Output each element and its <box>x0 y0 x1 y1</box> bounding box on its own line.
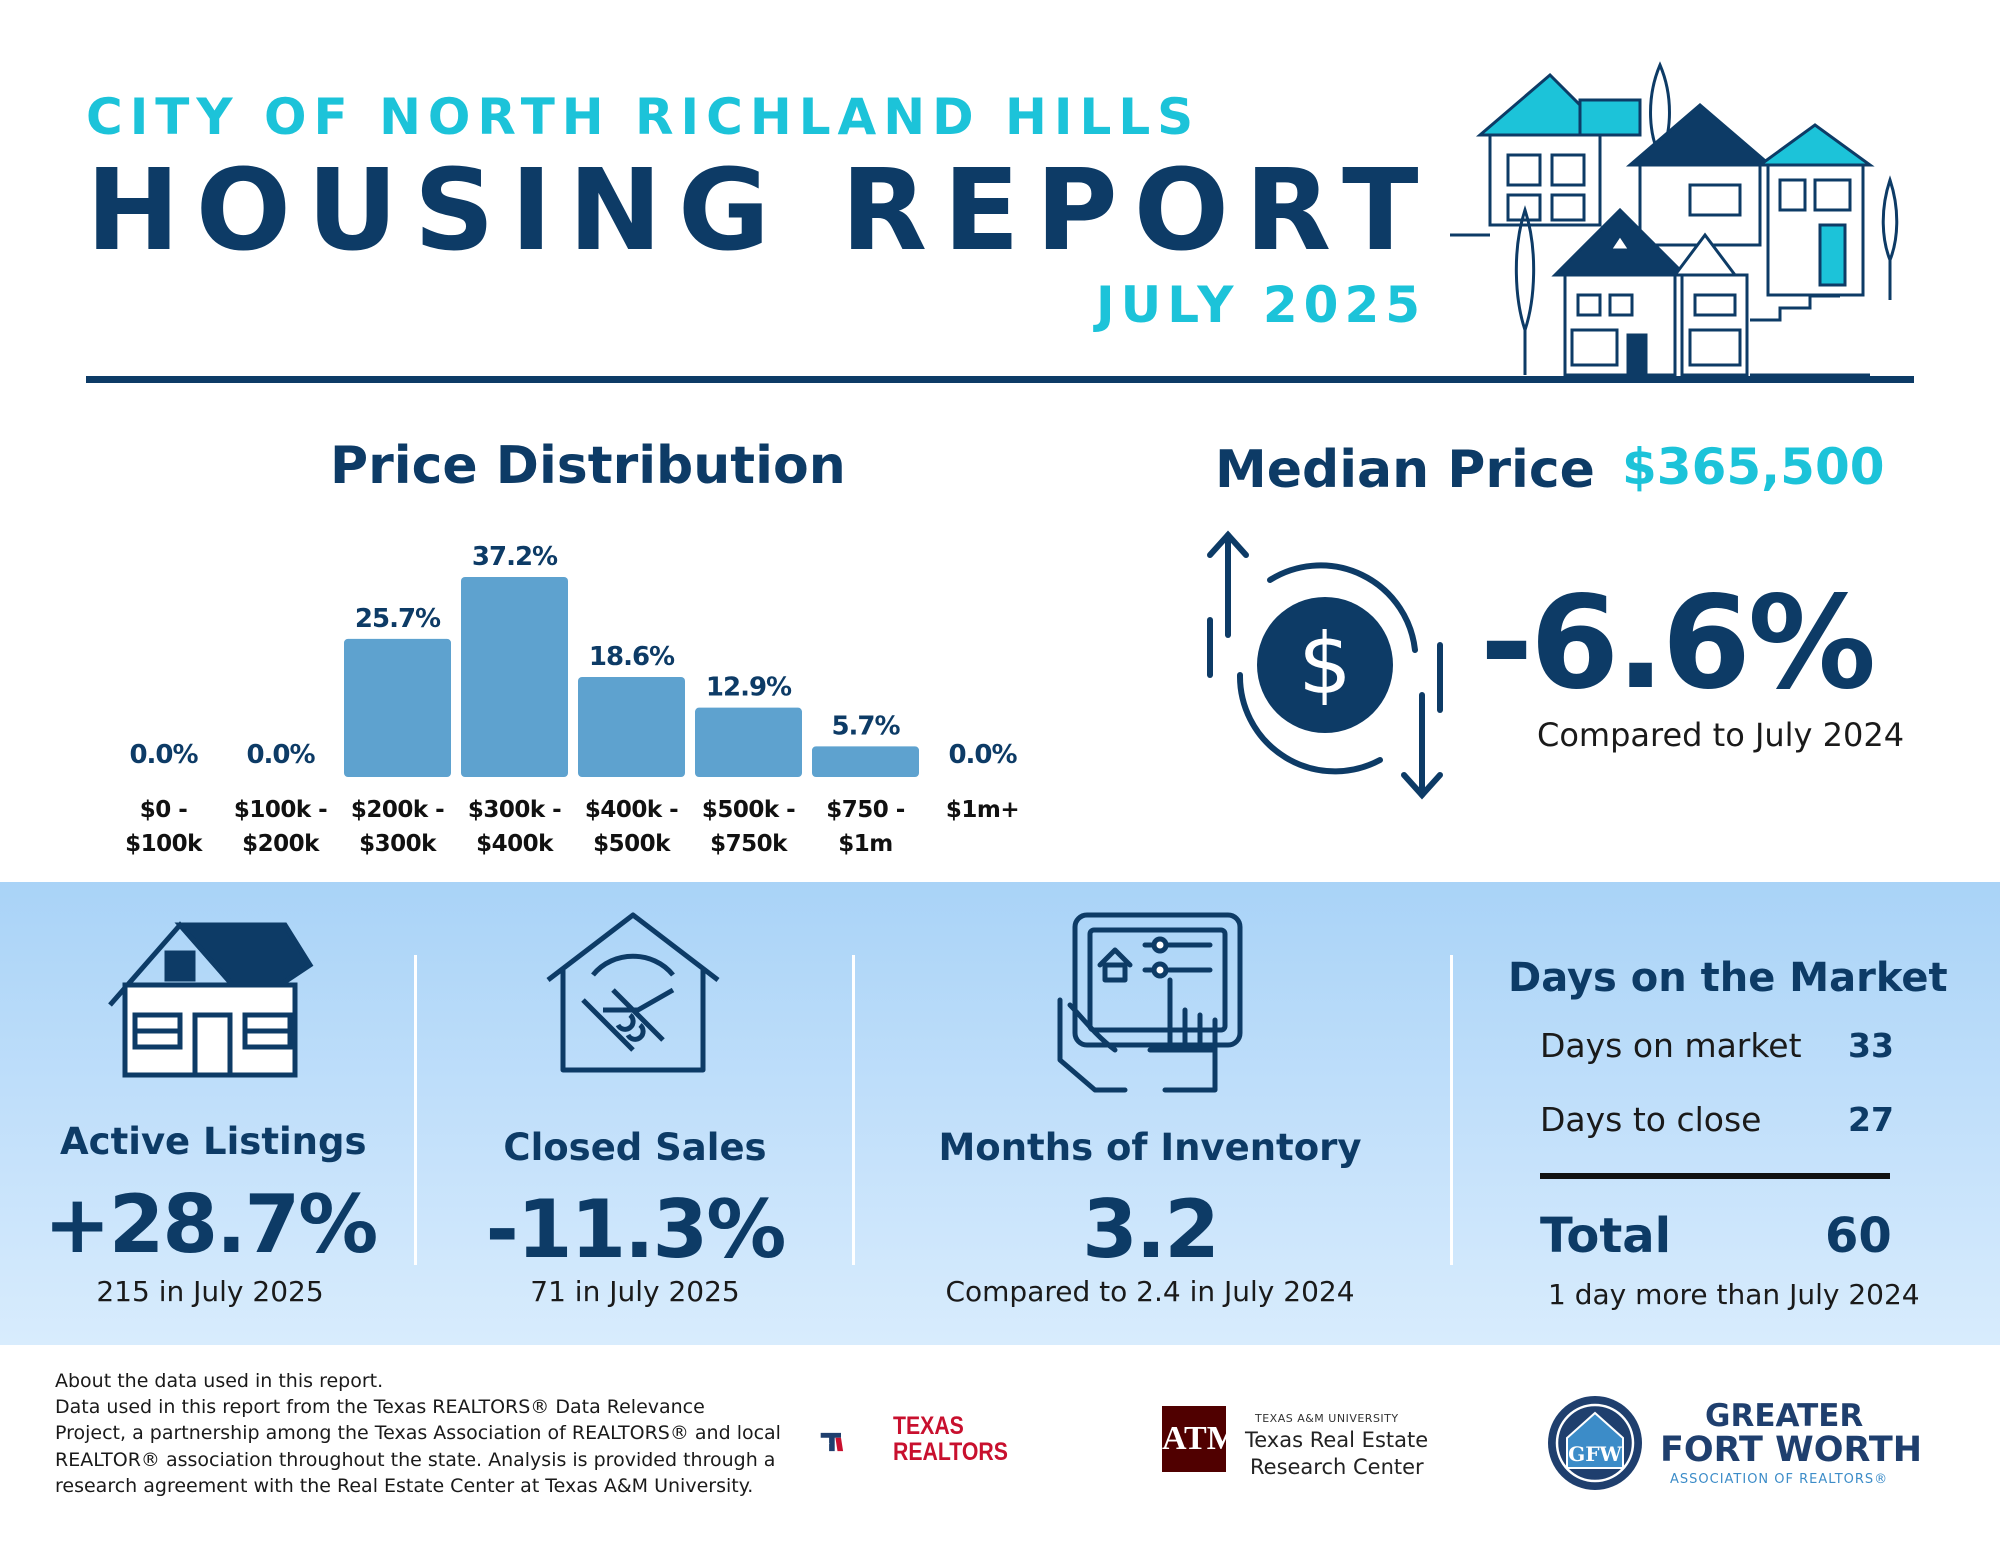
price-bar-value-label: 0.0% <box>129 740 198 770</box>
house-icon <box>108 921 314 1078</box>
days-on-market-row-value: 33 <box>1848 1026 1894 1065</box>
price-bar-value-label: 5.7% <box>831 711 900 741</box>
price-category-label: $300k <box>359 831 437 857</box>
kpi-divider <box>1450 955 1453 1265</box>
days-to-close-row-value: 27 <box>1848 1100 1894 1139</box>
price-category-label: $400k - <box>585 797 678 823</box>
price-category-label: $200k <box>242 831 320 857</box>
price-category-label: $1m+ <box>946 797 1019 823</box>
city-name: CITY OF NORTH RICHLAND HILLS <box>86 88 1201 146</box>
days-total-label: Total <box>1540 1208 1672 1264</box>
price-bar-value-label: 18.6% <box>589 642 675 672</box>
price-bar-value-label: 0.0% <box>948 740 1017 770</box>
kpi-divider <box>414 955 417 1265</box>
price-bar <box>695 707 802 777</box>
price-distribution-chart: 0.0% 0.0% 25.7% 37.2% 18.6% 12.9% 5.7% 0.0% $0 … <box>125 542 1020 857</box>
price-category-label: $200k - <box>351 797 444 823</box>
months-inventory-label: Months of Inventory <box>938 1126 1362 1169</box>
kpi-divider <box>852 955 855 1265</box>
tamu-center-line1: Texas Real Estate <box>1245 1428 1429 1452</box>
svg-text:$: $ <box>1298 615 1351 713</box>
price-category-label: $400k <box>476 831 554 857</box>
active-listings-value: +28.7% <box>43 1178 379 1271</box>
texas-realtors-line1: TEXAS <box>893 1412 964 1440</box>
price-category-label: $500k - <box>702 797 795 823</box>
price-category-label: $300k - <box>468 797 561 823</box>
about-line: Data used in this report from the Texas … <box>55 1396 705 1419</box>
svg-text:GFW: GFW <box>1568 1442 1622 1466</box>
price-bar <box>812 746 919 777</box>
tamu-university-label: TEXAS A&M UNIVERSITY <box>1255 1412 1399 1425</box>
median-price-label: Median Price <box>1215 440 1595 500</box>
texas-realtors-logo-text: TEXAS REALTORS <box>893 1413 1008 1466</box>
price-bar-value-label: 37.2% <box>472 542 558 572</box>
median-price-change: -6.6% <box>1480 569 1876 718</box>
price-distribution-title: Price Distribution <box>330 436 846 496</box>
closed-sales-value: -11.3% <box>485 1183 787 1276</box>
days-on-market-row-label: Days on market <box>1540 1026 1802 1065</box>
price-bar-value-label: 0.0% <box>246 740 315 770</box>
price-category-label: $750k <box>710 831 788 857</box>
texas-realtors-line2: REALTORS <box>893 1438 1008 1467</box>
header-divider <box>86 376 1914 383</box>
price-category-label: $100k - <box>234 797 327 823</box>
about-line: Project, a partnership among the Texas A… <box>55 1422 781 1445</box>
active-listings-sub: 215 in July 2025 <box>96 1275 324 1308</box>
days-on-market-title: Days on the Market <box>1508 955 1948 1001</box>
price-category-label: $100k <box>125 831 203 857</box>
price-bar-value-label: 12.9% <box>706 673 792 703</box>
price-category-label: $0 - <box>140 797 188 823</box>
days-total-divider <box>1540 1173 1890 1179</box>
median-price-compare: Compared to July 2024 <box>1537 716 1905 754</box>
price-category-label: $500k <box>593 831 671 857</box>
texas-realtors-logo-icon <box>820 1432 844 1452</box>
handshake-house-icon <box>546 912 720 1073</box>
gfw-line2: FORT WORTH <box>1660 1430 1923 1470</box>
about-line: research agreement with the Real Estate … <box>55 1474 754 1497</box>
months-inventory-value: 3.2 <box>1082 1183 1220 1276</box>
kpi-band <box>0 882 2000 1345</box>
days-to-close-row-label: Days to close <box>1540 1100 1762 1139</box>
closed-sales-sub: 71 in July 2025 <box>530 1275 740 1308</box>
about-line: About the data used in this report. <box>55 1370 384 1392</box>
report-month: JULY 2025 <box>1096 276 1427 334</box>
price-category-label: $750 - <box>826 797 905 823</box>
closed-sales-label: Closed Sales <box>503 1126 767 1169</box>
active-listings-label: Active Listings <box>60 1120 367 1163</box>
dollar-cycle-icon: $ <box>1207 530 1443 800</box>
price-bar <box>461 577 568 777</box>
days-total-value: 60 <box>1825 1208 1892 1264</box>
about-data-text: About the data used in this report. Data… <box>55 1368 785 1499</box>
gfw-line3: ASSOCIATION OF REALTORS® <box>1670 1472 1889 1487</box>
tablet-hands-icon <box>1057 912 1243 1093</box>
price-category-label: $1m <box>838 831 892 857</box>
report-title: HOUSING REPORT <box>86 146 1435 276</box>
gfw-logo-icon: GFW <box>1548 1396 1642 1490</box>
about-line: REALTOR® association throughout the stat… <box>55 1448 776 1471</box>
days-total-sub: 1 day more than July 2024 <box>1548 1278 1920 1311</box>
houses-illustration-icon <box>1450 61 1899 377</box>
tamu-center-line2: Research Center <box>1250 1455 1424 1479</box>
price-bar-value-label: 25.7% <box>355 604 441 634</box>
tamu-logo-icon: ATM <box>1162 1406 1239 1472</box>
price-bar <box>344 638 451 777</box>
months-inventory-sub: Compared to 2.4 in July 2024 <box>945 1275 1355 1308</box>
median-price-value: $365,500 <box>1622 438 1885 496</box>
gfw-line1: GREATER <box>1705 1398 1864 1434</box>
price-bar <box>578 677 685 777</box>
